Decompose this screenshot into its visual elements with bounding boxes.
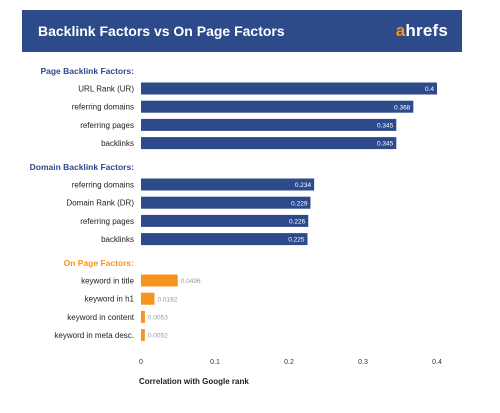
value-label: 0.0052 <box>148 333 168 340</box>
x-tick-label: 0.4 <box>432 359 442 366</box>
category-label: keyword in title <box>81 277 134 286</box>
bar <box>141 118 397 131</box>
category-label: keyword in h1 <box>85 295 135 304</box>
x-tick-label: 0.3 <box>358 359 368 366</box>
category-label: keyword in content <box>67 313 134 322</box>
bar <box>141 100 414 113</box>
bar <box>141 329 145 342</box>
category-label: referring pages <box>80 121 134 130</box>
category-label: Domain Rank (DR) <box>66 199 134 208</box>
bar <box>141 214 309 227</box>
category-label: referring domains <box>72 181 134 190</box>
bar <box>141 82 437 95</box>
category-label: referring pages <box>80 217 134 226</box>
value-label: 0.345 <box>377 141 394 148</box>
chart-title: Backlink Factors vs On Page Factors <box>38 23 285 39</box>
bar <box>141 233 308 246</box>
category-label: URL Rank (UR) <box>78 85 134 94</box>
bar <box>141 292 155 305</box>
group-heading: Page Backlink Factors: <box>40 66 134 76</box>
value-label: 0.229 <box>291 200 308 207</box>
category-label: backlinks <box>101 235 134 244</box>
value-label: 0.0182 <box>157 296 177 303</box>
value-label: 0.368 <box>394 104 411 111</box>
value-label: 0.345 <box>377 123 394 130</box>
x-axis-label: Correlation with Google rank <box>139 377 249 386</box>
value-label: 0.4 <box>425 86 434 93</box>
x-tick-label: 0 <box>139 359 143 366</box>
bar <box>141 196 311 209</box>
x-tick-label: 0.1 <box>210 359 220 366</box>
value-label: 0.234 <box>295 182 312 189</box>
group-heading: On Page Factors: <box>64 258 135 268</box>
bar <box>141 274 178 287</box>
group-heading: Domain Backlink Factors: <box>30 162 135 172</box>
ahrefs-logo: ahrefs <box>395 21 448 40</box>
bar <box>141 137 397 150</box>
bar <box>141 310 145 323</box>
x-tick-label: 0.2 <box>284 359 294 366</box>
chart-header: Backlink Factors vs On Page Factors ahre… <box>22 10 462 52</box>
bar <box>141 178 315 191</box>
category-label: keyword in meta desc. <box>54 331 134 340</box>
category-label: referring domains <box>72 103 134 112</box>
category-label: backlinks <box>101 139 134 148</box>
value-label: 0.226 <box>289 219 306 226</box>
value-label: 0.225 <box>288 237 305 244</box>
value-label: 0.0496 <box>181 278 201 285</box>
value-label: 0.0053 <box>148 315 168 322</box>
